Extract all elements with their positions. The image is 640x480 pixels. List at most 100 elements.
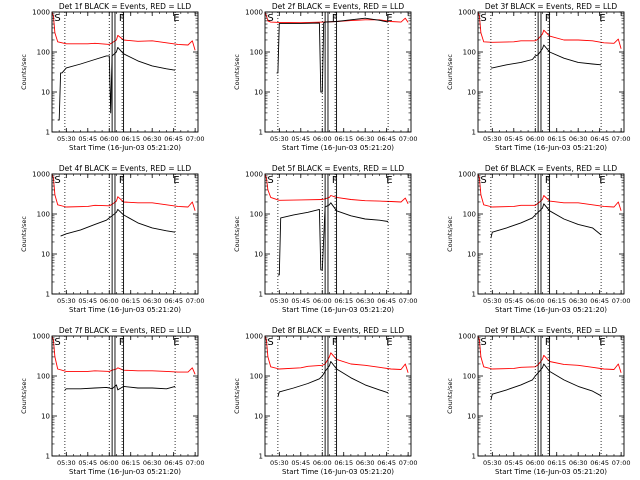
y-tick-label: 1 [472,291,476,299]
x-tick-label: 05:30 [483,459,502,467]
x-tick-label: 07:00 [612,459,631,467]
panel-det-3: Det 3f BLACK = Events, RED = LLD S F E 1 10 10… [446,2,631,152]
x-tick-label: 05:30 [270,459,289,467]
marker-f: F [545,175,551,186]
x-tick-label: 06:30 [356,459,375,467]
lld-series-line [51,173,196,211]
x-tick-label: 06:45 [590,135,609,143]
marker-e: E [386,337,392,348]
x-tick-label: 06:00 [100,459,119,467]
y-axis-label: Counts/sec [20,378,28,414]
x-tick-label: 07:00 [186,135,205,143]
marker-e: E [599,175,605,186]
panel-det-5: Det 5f BLACK = Events, RED = LLD S F E 1 10 10… [233,164,418,314]
plot-frame [51,173,199,295]
y-tick-label: 100 [463,373,476,381]
y-tick-label: 10 [467,89,476,97]
events-series-line [57,46,176,121]
x-tick-label: 06:30 [569,135,588,143]
x-tick-label: 06:45 [590,459,609,467]
x-tick-label: 06:15 [121,297,140,305]
y-tick-label: 1000 [245,333,263,341]
lld-series-line [264,335,409,373]
x-tick-label: 06:15 [334,297,353,305]
x-tick-label: 05:30 [270,135,289,143]
events-series-line [490,44,602,69]
x-axis-label: Start Time (16-Jun-03 05:21:20) [495,306,607,314]
y-axis-label: Counts/sec [20,216,28,252]
x-tick-label: 05:45 [78,135,97,143]
x-tick-label: 06:15 [334,135,353,143]
plot-frame [264,335,412,457]
x-tick-label: 06:00 [313,459,332,467]
marker-f: F [119,13,125,24]
y-tick-label: 1000 [32,171,50,179]
panel-title: Det 6f BLACK = Events, RED = LLD [485,164,618,173]
y-tick-label: 1 [472,453,476,461]
marker-f: F [332,13,338,24]
y-axis-label: Counts/sec [20,54,28,90]
lld-series-line [51,335,196,375]
panel-title: Det 8f BLACK = Events, RED = LLD [272,326,405,335]
x-tick-label: 06:45 [377,459,396,467]
y-axis-label: Counts/sec [446,216,454,252]
y-tick-label: 1 [259,291,263,299]
x-tick-label: 07:00 [399,297,418,305]
marker-s: S [54,13,60,24]
y-tick-label: 100 [250,211,263,219]
marker-f: F [332,337,338,348]
y-tick-label: 1 [46,291,50,299]
marker-s: S [54,175,60,186]
panel-det-6: Det 6f BLACK = Events, RED = LLD S F E 1 10 10… [446,164,631,314]
panel-det-2: Det 2f BLACK = Events, RED = LLD S F E 1 10 10… [233,2,418,152]
marker-f: F [119,337,125,348]
y-tick-label: 1000 [458,171,476,179]
marker-s: S [267,13,273,24]
panel-title: Det 7f BLACK = Events, RED = LLD [59,326,192,335]
x-tick-label: 06:30 [143,459,162,467]
x-tick-label: 07:00 [186,297,205,305]
x-tick-label: 06:30 [569,459,588,467]
y-tick-label: 1 [259,453,263,461]
x-tick-label: 06:45 [164,297,183,305]
x-axis-label: Start Time (16-Jun-03 05:21:20) [282,144,394,152]
y-axis-label: Counts/sec [446,54,454,90]
x-tick-label: 06:15 [547,135,566,143]
y-tick-label: 10 [254,413,263,421]
marker-s: S [54,337,60,348]
x-tick-label: 05:45 [78,459,97,467]
y-tick-label: 100 [250,49,263,57]
x-axis-label: Start Time (16-Jun-03 05:21:20) [69,468,181,476]
x-tick-label: 06:15 [121,459,140,467]
x-tick-label: 05:30 [483,135,502,143]
panel-title: Det 1f BLACK = Events, RED = LLD [59,2,192,11]
events-series-line [276,17,389,93]
lld-series-line [477,11,622,49]
y-tick-label: 1000 [245,9,263,17]
marker-e: E [599,13,605,24]
marker-s: S [267,175,273,186]
panel-det-9: Det 9f BLACK = Events, RED = LLD S F E 1 10 10… [446,326,631,476]
x-axis-label: Start Time (16-Jun-03 05:21:20) [69,306,181,314]
x-tick-label: 06:00 [100,135,119,143]
plot-frame [51,11,199,133]
y-tick-label: 10 [41,251,50,259]
x-tick-label: 05:45 [291,459,310,467]
x-tick-label: 05:45 [504,135,523,143]
y-tick-label: 10 [41,89,50,97]
y-tick-label: 1 [259,129,263,137]
events-series-line [490,363,602,401]
x-tick-label: 06:00 [526,135,545,143]
x-tick-label: 06:30 [356,297,375,305]
x-tick-label: 05:45 [291,297,310,305]
marker-e: E [386,175,392,186]
x-tick-label: 06:00 [526,459,545,467]
x-tick-label: 07:00 [399,135,418,143]
x-tick-label: 05:30 [57,297,76,305]
plot-frame [51,335,199,457]
y-tick-label: 100 [463,49,476,57]
y-tick-label: 10 [467,251,476,259]
x-tick-label: 06:00 [313,135,332,143]
lld-series-line [264,173,409,204]
